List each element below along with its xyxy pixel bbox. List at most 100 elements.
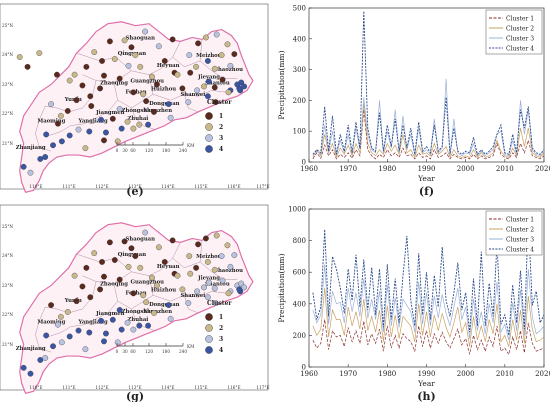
station-point-cluster-1 bbox=[101, 72, 107, 79]
station-point-cluster-1 bbox=[87, 294, 94, 301]
station-point-cluster-1 bbox=[193, 264, 200, 271]
station-point-cluster-3 bbox=[142, 28, 149, 35]
station-point-cluster-3 bbox=[211, 285, 218, 292]
legend-marker-cluster-2 bbox=[205, 324, 213, 332]
x-tick-label: 1960 bbox=[300, 165, 318, 173]
station-point-cluster-2 bbox=[91, 49, 98, 56]
lon-tick-label: 113°E bbox=[128, 385, 141, 390]
y-tick-label: 600 bbox=[293, 269, 306, 277]
district-border bbox=[199, 39, 238, 79]
city-label-zhongshan: Zhongshan bbox=[122, 108, 155, 114]
legend-marker-cluster-2 bbox=[205, 123, 213, 131]
station-point-cluster-2 bbox=[36, 50, 43, 57]
city-label-meizhou: Meizhou bbox=[196, 53, 222, 59]
station-point-cluster-3 bbox=[218, 253, 225, 259]
legend-marker-cluster-3 bbox=[205, 134, 213, 142]
station-point-cluster-2 bbox=[125, 263, 132, 270]
station-point-cluster-1 bbox=[130, 89, 137, 96]
x-tick-label: 1990 bbox=[418, 165, 436, 173]
lon-tick-label: 110°E bbox=[29, 184, 42, 189]
station-point-cluster-3 bbox=[130, 326, 137, 333]
station-point-cluster-4 bbox=[236, 286, 243, 293]
station-point-cluster-1 bbox=[111, 257, 118, 263]
station-point-cluster-3 bbox=[167, 114, 174, 121]
legend-label-cluster-1: 1 bbox=[219, 314, 223, 321]
station-point-cluster-1 bbox=[219, 76, 226, 83]
station-point-cluster-3 bbox=[27, 169, 34, 176]
legend-label-cluster-2: Cluster 2 bbox=[506, 26, 534, 33]
station-point-cluster-2 bbox=[151, 310, 157, 316]
station-point-cluster-4 bbox=[165, 302, 172, 308]
station-point-cluster-1 bbox=[97, 286, 103, 293]
legend-box bbox=[485, 210, 543, 256]
station-point-cluster-1 bbox=[83, 63, 90, 70]
legend-box bbox=[485, 9, 543, 55]
scale-tick-label: 30 bbox=[122, 349, 128, 354]
y-tick-label: 800 bbox=[293, 237, 306, 245]
lon-tick-label: 112°E bbox=[95, 385, 108, 390]
station-point-cluster-2 bbox=[143, 299, 150, 306]
caption-f: (f) bbox=[419, 185, 434, 197]
station-point-cluster-1 bbox=[99, 259, 105, 265]
station-point-cluster-4 bbox=[136, 322, 143, 329]
station-point-cluster-4 bbox=[204, 58, 211, 64]
legend-label-cluster-4: Cluster 4 bbox=[506, 46, 534, 53]
city-label-maoming: Maoming bbox=[37, 119, 65, 125]
station-point-cluster-3 bbox=[82, 346, 89, 353]
city-label-qingyuan: Qingyuan bbox=[118, 252, 146, 258]
caption-e: (e) bbox=[126, 185, 143, 197]
station-point-cluster-3 bbox=[42, 355, 49, 361]
city-label-heyuan: Heyuan bbox=[157, 264, 180, 270]
legend-label-cluster-2: Cluster 2 bbox=[506, 227, 534, 234]
station-point-cluster-1 bbox=[101, 137, 107, 144]
x-tick-label: 2000 bbox=[457, 370, 475, 378]
station-point-cluster-2 bbox=[225, 89, 232, 96]
lat-tick-label: 21°N bbox=[2, 342, 13, 347]
y-tick-label: 0 bbox=[302, 364, 306, 372]
station-point-cluster-1 bbox=[24, 63, 31, 70]
station-point-cluster-2 bbox=[174, 71, 181, 78]
station-point-cluster-1 bbox=[132, 253, 139, 259]
station-point-cluster-1 bbox=[106, 38, 113, 45]
station-point-cluster-2 bbox=[213, 232, 220, 239]
city-label-yunfu: Yunfu bbox=[64, 97, 82, 103]
station-point-cluster-1 bbox=[130, 290, 137, 297]
scale-tick-label: 60 bbox=[130, 148, 136, 153]
y-tick-label: 500 bbox=[293, 5, 306, 13]
station-point-cluster-2 bbox=[149, 73, 155, 80]
station-point-cluster-3 bbox=[124, 319, 131, 326]
legend-label-cluster-2: 2 bbox=[219, 124, 223, 131]
scale-tick-label: 180 bbox=[162, 349, 170, 354]
district-border bbox=[49, 301, 118, 337]
lon-tick-label: 117°E bbox=[256, 385, 269, 390]
station-point-cluster-2 bbox=[140, 292, 147, 299]
station-point-cluster-2 bbox=[111, 56, 118, 62]
lon-tick-label: 111°E bbox=[62, 184, 75, 189]
legend-marker-cluster-3 bbox=[205, 335, 213, 343]
station-point-cluster-1 bbox=[211, 84, 218, 91]
station-point-cluster-1 bbox=[73, 298, 80, 305]
station-point-cluster-4 bbox=[37, 357, 44, 363]
city-label-zhaoqing: Zhaoqing bbox=[100, 281, 128, 287]
station-point-cluster-3 bbox=[194, 87, 201, 94]
station-point-cluster-1 bbox=[169, 237, 176, 244]
station-point-cluster-4 bbox=[86, 329, 93, 336]
lon-tick-label: 115°E bbox=[194, 385, 207, 390]
station-point-cluster-2 bbox=[16, 54, 23, 60]
lon-tick-label: 113°E bbox=[128, 184, 141, 189]
station-point-cluster-3 bbox=[219, 277, 226, 284]
station-point-cluster-4 bbox=[50, 343, 56, 350]
lon-tick-label: 111°E bbox=[62, 385, 75, 390]
legend-label-cluster-1: Cluster 1 bbox=[506, 217, 534, 224]
district-border bbox=[199, 240, 238, 280]
station-point-cluster-4 bbox=[66, 132, 73, 139]
lon-tick-label: 114°E bbox=[161, 184, 174, 189]
lon-tick-label: 117°E bbox=[256, 184, 269, 189]
station-point-cluster-2 bbox=[91, 250, 98, 257]
station-point-cluster-1 bbox=[161, 259, 168, 265]
map-body: Shaoguan Qingyuan Heyuan Meizhou Chaozhou Jie… bbox=[16, 21, 254, 193]
station-point-cluster-2 bbox=[136, 121, 143, 128]
map-svg: Shaoguan Qingyuan Heyuan Meizhou Chaozhou Jie… bbox=[0, 3, 270, 197]
caption-h: (h) bbox=[417, 390, 435, 402]
